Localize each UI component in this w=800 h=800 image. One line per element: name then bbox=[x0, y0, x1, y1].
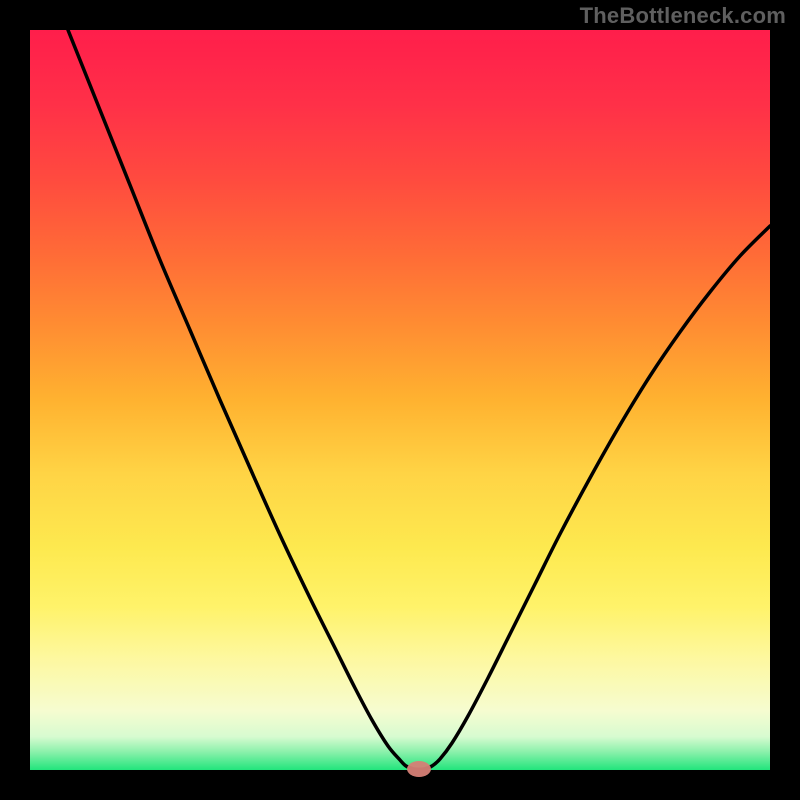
plot-background bbox=[30, 30, 770, 770]
chart-frame: TheBottleneck.com bbox=[0, 0, 800, 800]
bottleneck-chart bbox=[0, 0, 800, 800]
optimum-marker bbox=[407, 761, 431, 777]
watermark-text: TheBottleneck.com bbox=[580, 3, 786, 29]
